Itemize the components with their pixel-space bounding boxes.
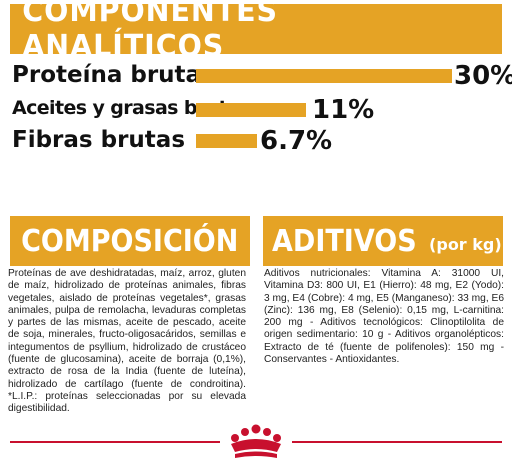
analytics-header: COMPONENTES ANALÍTICOS (10, 0, 502, 64)
nutrient-value: 11% (312, 95, 375, 125)
royal-canin-crown-icon (231, 424, 281, 458)
nutrient-label: Fibras brutas (12, 127, 186, 153)
additives-text: Aditivos nutricionales: Vitamina A: 3100… (264, 268, 504, 366)
footer-divider-right (292, 441, 502, 443)
nutrient-bar (196, 134, 257, 148)
additives-title: ADITIVOS (272, 223, 418, 259)
nutrient-label: Aceites y grasas brutos (12, 97, 251, 119)
composition-title: COMPOSICIÓN (21, 223, 239, 259)
additives-header: ADITIVOS (por kg) (263, 216, 503, 266)
nutrient-value: 6.7% (260, 126, 333, 156)
nutrient-row-fats: Aceites y grasas brutos 11% (10, 95, 505, 126)
nutrient-value: 30% (454, 61, 512, 91)
composition-text: Proteínas de ave deshidratadas, maíz, ar… (8, 268, 246, 415)
analytics-title: COMPONENTES ANALÍTICOS (22, 0, 278, 64)
footer-divider-left (10, 441, 220, 443)
composition-header: COMPOSICIÓN (10, 216, 250, 266)
nutrient-label: Proteína bruta (12, 62, 202, 88)
nutrient-bar (196, 69, 452, 83)
additives-title-suffix: (por kg) (429, 235, 502, 254)
nutrient-row-fiber: Fibras brutas 6.7% (10, 126, 505, 157)
nutrient-row-protein: Proteína bruta 30% (10, 61, 512, 92)
nutrient-bar (196, 103, 306, 117)
